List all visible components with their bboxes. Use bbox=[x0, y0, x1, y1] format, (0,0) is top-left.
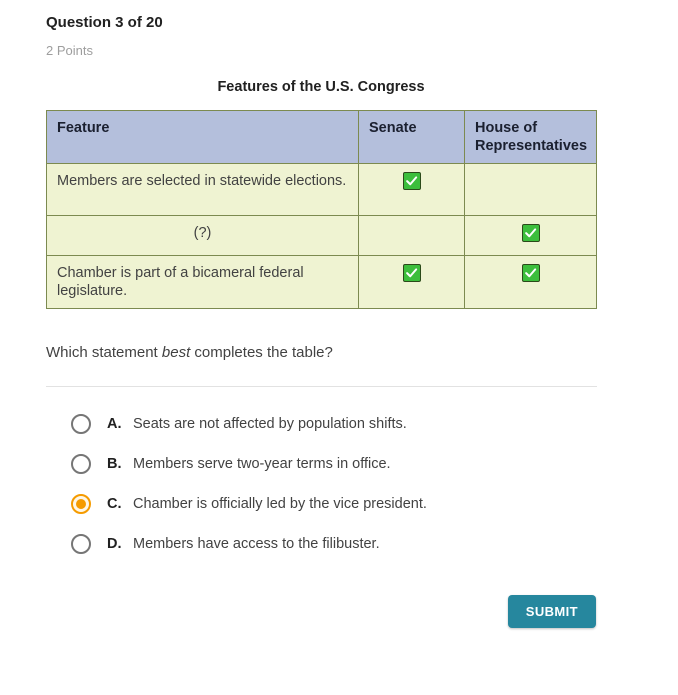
answer-option-a[interactable]: A. Seats are not affected by population … bbox=[71, 414, 596, 434]
option-text: Members have access to the filibuster. bbox=[133, 536, 380, 552]
column-header-house: House of Representatives bbox=[464, 110, 597, 164]
column-header-senate: Senate bbox=[358, 110, 465, 164]
answer-option-b[interactable]: B. Members serve two-year terms in offic… bbox=[71, 454, 596, 474]
option-letter: D. bbox=[107, 536, 122, 552]
house-check-cell bbox=[464, 255, 597, 309]
question-number: Question 3 of 20 bbox=[46, 14, 163, 31]
senate-check-cell bbox=[358, 215, 465, 256]
table-header-row: Feature Senate House of Representatives bbox=[46, 110, 597, 164]
answer-option-c[interactable]: C. Chamber is officially led by the vice… bbox=[71, 494, 596, 514]
radio-button[interactable] bbox=[71, 534, 91, 554]
table-title: Features of the U.S. Congress bbox=[217, 79, 425, 95]
submit-button[interactable]: SUBMIT bbox=[507, 595, 596, 628]
option-text: Seats are not affected by population shi… bbox=[133, 416, 407, 432]
divider bbox=[46, 386, 597, 387]
features-table: Feature Senate House of Representatives … bbox=[46, 110, 597, 309]
answer-option-d[interactable]: D. Members have access to the filibuster… bbox=[71, 534, 596, 554]
house-check-cell bbox=[464, 215, 597, 256]
question-prompt-emphasis: best bbox=[161, 344, 191, 361]
house-check-cell bbox=[464, 163, 597, 216]
option-text: Chamber is officially led by the vice pr… bbox=[133, 496, 427, 512]
column-header-feature: Feature bbox=[46, 110, 359, 164]
feature-cell: Chamber is part of a bicameral federal l… bbox=[46, 255, 359, 309]
option-text: Members serve two-year terms in office. bbox=[133, 456, 391, 472]
table-row: (?) bbox=[46, 215, 597, 256]
radio-button[interactable] bbox=[71, 414, 91, 434]
question-prompt-text: Which statement bbox=[46, 344, 162, 361]
checkmark-checkbox-icon bbox=[402, 172, 421, 190]
table-row: Members are selected in statewide electi… bbox=[46, 163, 597, 216]
submit-row: SUBMIT bbox=[46, 595, 596, 628]
feature-cell-placeholder: (?) bbox=[46, 215, 359, 256]
checkmark-checkbox-icon bbox=[402, 264, 421, 282]
question-prompt: Which statement best completes the table… bbox=[46, 343, 596, 363]
senate-check-cell bbox=[358, 255, 465, 309]
checkmark-checkbox-icon bbox=[521, 224, 540, 242]
option-letter: B. bbox=[107, 456, 122, 472]
feature-cell: Members are selected in statewide electi… bbox=[46, 163, 359, 216]
answer-options: A. Seats are not affected by population … bbox=[46, 414, 596, 554]
checkmark-checkbox-icon bbox=[521, 264, 540, 282]
table-row: Chamber is part of a bicameral federal l… bbox=[46, 255, 597, 309]
option-letter: C. bbox=[107, 496, 122, 512]
radio-button[interactable] bbox=[71, 454, 91, 474]
radio-button-selected[interactable] bbox=[71, 494, 91, 514]
senate-check-cell bbox=[358, 163, 465, 216]
quiz-question-panel: Question 3 of 20 2 Points Features of th… bbox=[46, 14, 597, 628]
option-letter: A. bbox=[107, 416, 122, 432]
question-prompt-text: completes the table? bbox=[190, 344, 333, 361]
question-points: 2 Points bbox=[46, 43, 93, 58]
